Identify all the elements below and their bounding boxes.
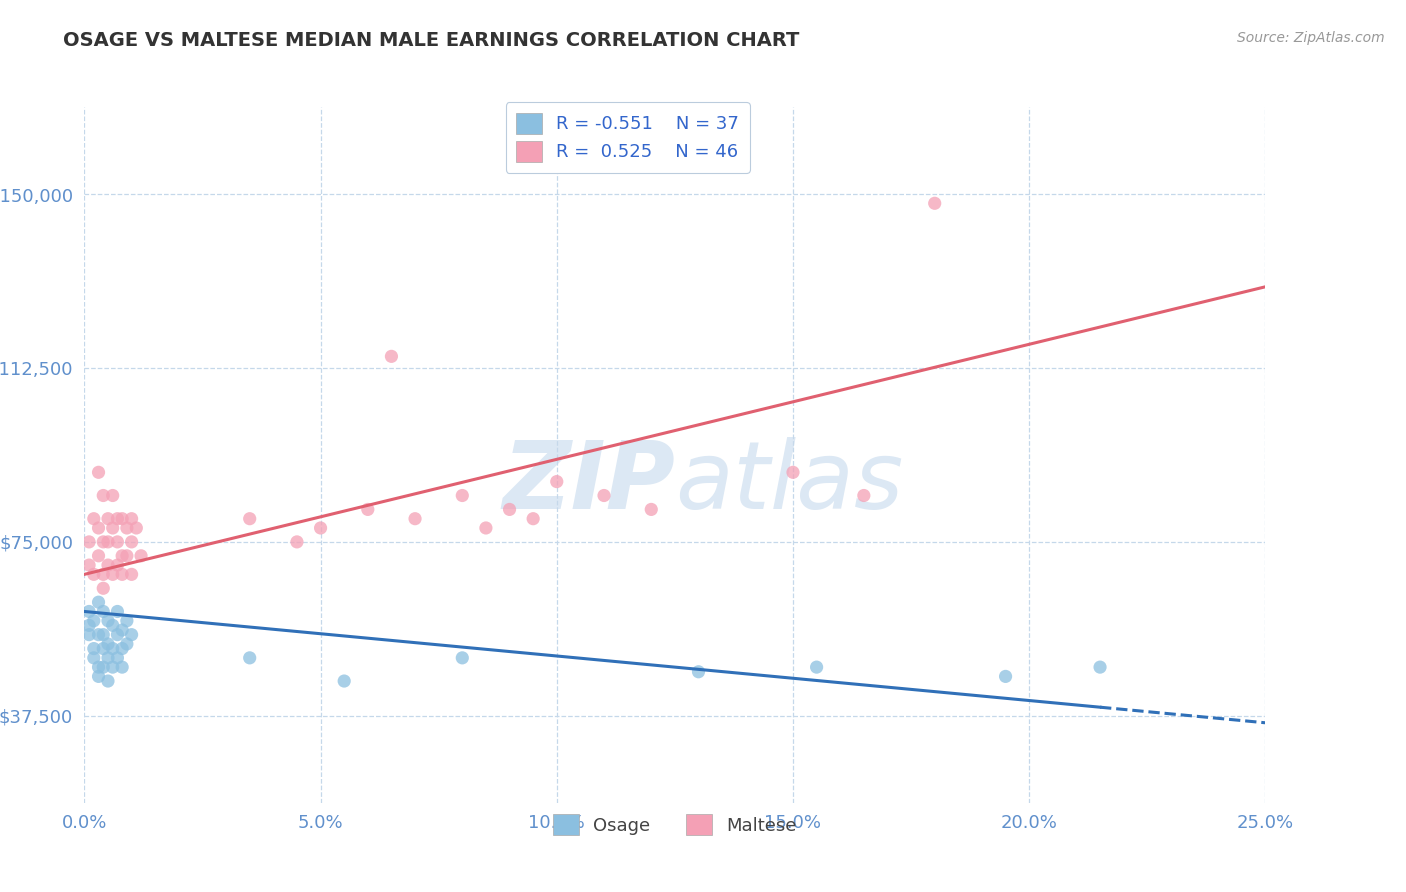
Point [97, 651, 120, 665]
Point [77, 605, 100, 619]
Point [97, 614, 120, 628]
Point [111, 623, 134, 637]
Point [91, 660, 114, 674]
Point [115, 521, 138, 535]
Point [498, 502, 520, 516]
Point [77, 628, 100, 642]
Point [451, 489, 474, 503]
Point [333, 674, 356, 689]
Point [806, 660, 828, 674]
Point [107, 558, 129, 573]
Point [111, 641, 134, 656]
Point [87, 466, 110, 480]
Point [475, 521, 498, 535]
Point [121, 534, 143, 549]
Point [87, 549, 110, 563]
Point [852, 489, 875, 503]
Point [121, 628, 143, 642]
Point [125, 521, 148, 535]
Point [111, 511, 134, 525]
Point [83, 614, 105, 628]
Point [111, 567, 134, 582]
Point [239, 651, 262, 665]
Point [83, 511, 105, 525]
Point [91, 489, 114, 503]
Point [451, 651, 474, 665]
Point [101, 489, 124, 503]
Point [97, 511, 120, 525]
Point [107, 628, 129, 642]
Point [91, 534, 114, 549]
Point [107, 511, 129, 525]
Point [640, 502, 662, 516]
Text: ZIP: ZIP [502, 437, 675, 529]
Point [239, 511, 262, 525]
Point [782, 466, 804, 480]
Point [115, 637, 138, 651]
Point [107, 605, 129, 619]
Point [87, 521, 110, 535]
Point [87, 595, 110, 609]
Point [357, 502, 380, 516]
Point [688, 665, 710, 679]
Point [77, 534, 100, 549]
Point [1088, 660, 1111, 674]
Point [91, 582, 114, 596]
Point [121, 511, 143, 525]
Point [522, 511, 544, 525]
Point [101, 641, 124, 656]
Point [546, 475, 568, 489]
Point [111, 660, 134, 674]
Point [83, 651, 105, 665]
Point [107, 534, 129, 549]
Point [83, 641, 105, 656]
Point [111, 549, 134, 563]
Point [380, 350, 402, 364]
Point [924, 196, 946, 211]
Point [97, 674, 120, 689]
Point [91, 567, 114, 582]
Point [115, 614, 138, 628]
Point [115, 549, 138, 563]
Point [285, 534, 308, 549]
Point [101, 618, 124, 632]
Point [101, 521, 124, 535]
Point [97, 558, 120, 573]
Point [994, 669, 1017, 683]
Point [97, 637, 120, 651]
Text: atlas: atlas [675, 437, 903, 528]
Point [101, 567, 124, 582]
Point [87, 628, 110, 642]
Text: OSAGE VS MALTESE MEDIAN MALE EARNINGS CORRELATION CHART: OSAGE VS MALTESE MEDIAN MALE EARNINGS CO… [63, 31, 800, 50]
Point [107, 651, 129, 665]
Point [77, 558, 100, 573]
Point [404, 511, 426, 525]
Point [121, 567, 143, 582]
Point [309, 521, 332, 535]
Point [83, 567, 105, 582]
Point [91, 605, 114, 619]
Point [91, 641, 114, 656]
Point [129, 549, 152, 563]
Legend: Osage, Maltese: Osage, Maltese [546, 807, 804, 842]
Point [77, 618, 100, 632]
Point [87, 660, 110, 674]
Point [97, 534, 120, 549]
Text: Source: ZipAtlas.com: Source: ZipAtlas.com [1237, 31, 1385, 45]
Point [101, 660, 124, 674]
Point [91, 628, 114, 642]
Point [593, 489, 616, 503]
Point [87, 669, 110, 683]
